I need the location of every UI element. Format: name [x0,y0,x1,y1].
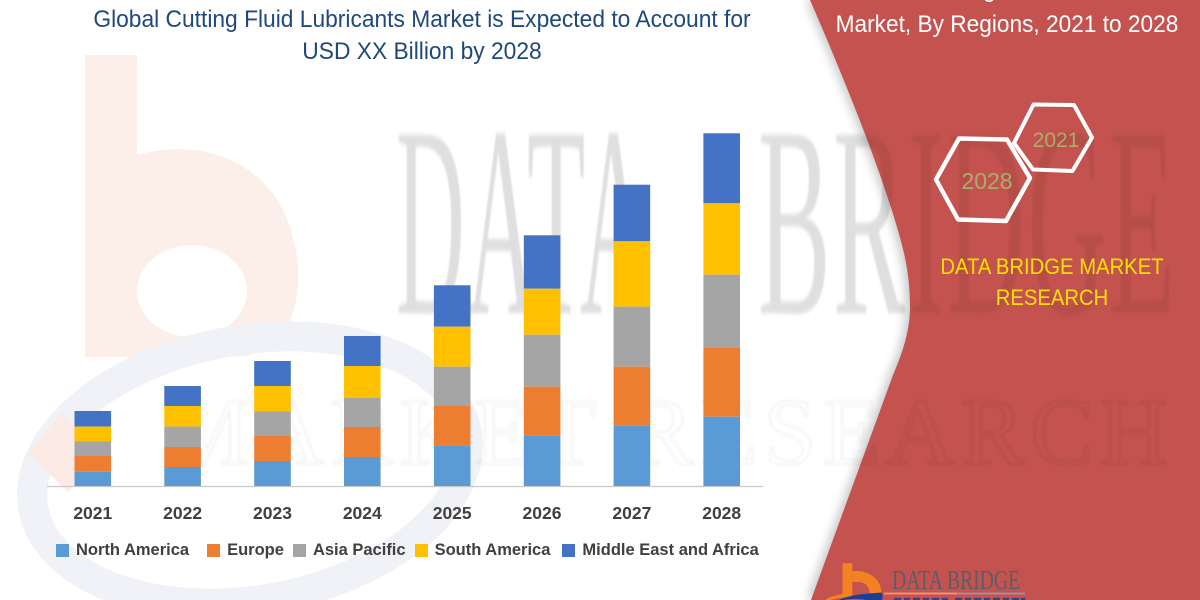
svg-text:2028: 2028 [961,168,1012,194]
svg-text:2021: 2021 [1033,129,1080,152]
